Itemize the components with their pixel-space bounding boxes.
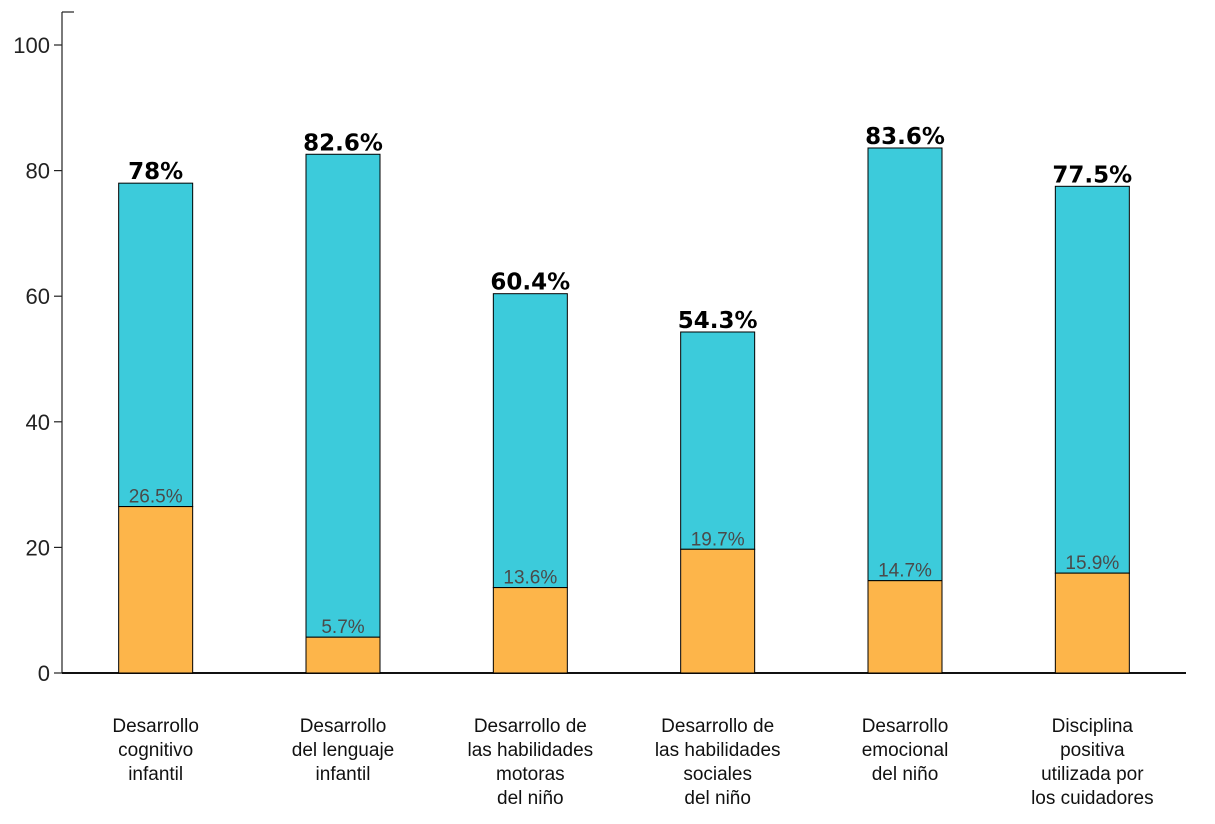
category-label-line: Desarrollo de	[661, 716, 774, 737]
bar-lower-label: 14.7%	[878, 561, 932, 582]
category-label-line: infantil	[316, 764, 371, 785]
category-label-line: infantil	[128, 764, 183, 785]
bar-lower-segment	[305, 636, 381, 674]
bar-upper-segment	[118, 182, 194, 508]
category-label: Desarrollo cognitivo infantil	[112, 716, 199, 785]
category-label-line: del niño	[684, 788, 751, 809]
bar-lower-segment	[492, 587, 568, 674]
category-label: Desarrollo del lenguaje infantil	[292, 716, 394, 785]
category-label-line: cognitivo	[118, 740, 193, 761]
bar-upper-segment	[492, 293, 568, 589]
category-label: Desarrollo emocional del niño	[862, 716, 949, 785]
category-label-line: positiva	[1060, 740, 1125, 761]
y-tick-label: 40	[26, 410, 50, 435]
bar-lower-segment	[118, 506, 194, 674]
bar-upper-segment	[1054, 185, 1130, 574]
category-label-line: emocional	[862, 740, 949, 761]
category-label-line: las habilidades	[467, 740, 593, 761]
bar-total-label: 60.4%	[490, 270, 570, 296]
y-tick-label: 0	[38, 661, 50, 686]
bar-total-label: 54.3%	[678, 308, 758, 334]
category-label-line: Disciplina	[1052, 716, 1134, 737]
category-label-line: del niño	[872, 764, 939, 785]
bar-upper-segment	[867, 147, 943, 582]
category-label-line: las habilidades	[655, 740, 781, 761]
bar-lower-segment	[867, 580, 943, 674]
category-label-line: sociales	[683, 764, 752, 785]
category-label-line: Desarrollo	[300, 716, 387, 737]
y-tick-label: 100	[13, 33, 50, 58]
category-label: Disciplina positiva utilizada por los cuida…	[1031, 716, 1154, 809]
bar-lower-label: 5.7%	[321, 617, 364, 638]
bar-lower-segment	[680, 548, 756, 674]
chart-axes: 0 20 40 60 80 100	[13, 11, 1186, 686]
chart-labels: 78% 26.5% Desarrollo cognitivo infantil 82.6%…	[112, 124, 1153, 809]
y-tick-label: 20	[26, 535, 50, 560]
category-label-line: del lenguaje	[292, 740, 394, 761]
category-label-line: del niño	[497, 788, 564, 809]
category-label-line: los cuidadores	[1031, 788, 1154, 809]
bar-total-label: 78%	[128, 159, 183, 185]
bar-lower-label: 15.9%	[1065, 553, 1119, 574]
category-label-line: Desarrollo de	[474, 716, 587, 737]
y-tick-label: 80	[26, 159, 50, 184]
bar-total-label: 83.6%	[865, 124, 945, 150]
bar-upper-segment	[680, 331, 756, 550]
bar-upper-segment	[305, 153, 381, 638]
y-tick-label: 60	[26, 284, 50, 309]
bar-total-label: 82.6%	[303, 130, 383, 156]
bar-lower-label: 19.7%	[691, 529, 745, 550]
bar-lower-label: 13.6%	[503, 568, 557, 589]
bar-total-label: 77.5%	[1052, 162, 1132, 188]
bar-lower-segment	[1054, 572, 1130, 674]
category-label-line: utilizada por	[1041, 764, 1144, 785]
chart-bars	[118, 147, 1130, 674]
bar-lower-label: 26.5%	[129, 487, 183, 508]
category-label: Desarrollo de las habilidades sociales del …	[655, 716, 781, 809]
category-label-line: Desarrollo	[862, 716, 949, 737]
category-label: Desarrollo de las habilidades motoras del n…	[467, 716, 593, 809]
category-label-line: Desarrollo	[112, 716, 199, 737]
category-label-line: motoras	[496, 764, 565, 785]
